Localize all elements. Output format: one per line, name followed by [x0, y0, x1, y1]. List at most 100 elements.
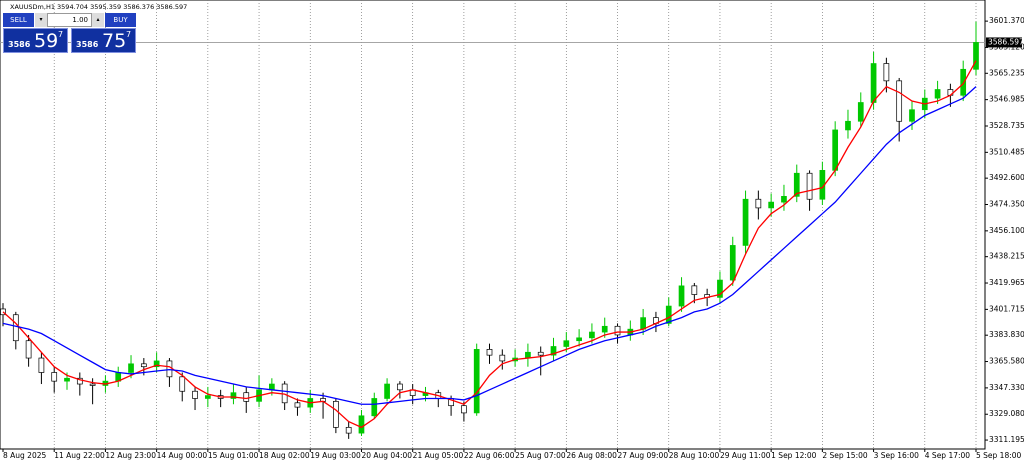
candle-body [601, 325, 608, 333]
candle-body [371, 398, 378, 417]
candle-body [486, 349, 493, 356]
y-tick-label: 3419.965 [989, 278, 1024, 287]
candle-body [243, 392, 250, 402]
y-tick-label: 3365.580 [989, 357, 1024, 366]
y-tick-label: 3510.485 [989, 147, 1024, 156]
x-tick-label: 29 Aug 11:00 [720, 451, 771, 460]
buy-button[interactable]: BUY [105, 13, 136, 27]
y-tick-label: 3438.215 [989, 252, 1024, 261]
x-tick-label: 20 Aug 04:00 [361, 451, 412, 460]
candle-body [294, 402, 301, 408]
buy-price[interactable]: 3586 75 7 [71, 28, 136, 53]
candle-body [179, 376, 186, 392]
candle-body [832, 129, 839, 171]
candle-body [857, 102, 864, 122]
candle-body [665, 305, 672, 324]
lot-up[interactable]: ▴ [92, 13, 104, 27]
lot-down[interactable]: ▾ [35, 13, 47, 27]
candle-body [934, 89, 941, 99]
candle-body [781, 195, 787, 203]
x-tick-label: 26 Aug 08:00 [566, 451, 617, 460]
candle-body [38, 357, 45, 373]
x-tick-label: 15 Aug 01:00 [208, 451, 259, 460]
candle-body [691, 285, 698, 295]
candle-body [563, 340, 570, 347]
price-tag [986, 37, 1022, 48]
y-tick-label: 3474.350 [989, 200, 1024, 209]
x-tick-label: 28 Aug 10:00 [669, 451, 720, 460]
candle-body [845, 120, 851, 131]
candle-body [793, 172, 800, 197]
candle-body [140, 363, 147, 368]
y-tick-label: 3546.985 [989, 95, 1024, 104]
candle-body [473, 349, 480, 414]
candle-body [909, 109, 915, 122]
candle-body [768, 201, 775, 209]
y-tick-label: 3347.330 [989, 383, 1024, 392]
y-tick-label: 3456.100 [989, 226, 1024, 235]
sell-button[interactable]: SELL [3, 13, 34, 27]
candle-body [717, 279, 723, 298]
trade-panel: SELL ▾ 1.00 ▴ BUY 3586 59 7 3586 75 7 [3, 13, 136, 53]
candle-body [397, 383, 403, 391]
candle-body [192, 390, 198, 399]
x-tick-label: 14 Aug 00:00 [157, 451, 208, 460]
candle-body [614, 325, 621, 336]
x-tick-label: 27 Aug 09:00 [618, 451, 669, 460]
moving-average [2, 86, 977, 405]
candle-body [742, 198, 749, 246]
candle-body [755, 198, 762, 209]
x-tick-label: 19 Aug 03:00 [310, 451, 361, 460]
candle-body [345, 426, 352, 434]
candle-body [153, 360, 160, 368]
x-tick-label: 21 Aug 05:00 [413, 451, 464, 460]
candle-body [973, 42, 979, 70]
x-tick-label: 2 Sep 15:00 [822, 451, 868, 460]
x-tick-label: 3 Sep 16:00 [874, 451, 920, 460]
y-tick-label: 3329.080 [989, 409, 1024, 418]
y-tick-label: 3565.235 [989, 68, 1024, 77]
x-tick-label: 5 Sep 18:00 [976, 451, 1022, 460]
lot-field[interactable]: 1.00 [47, 13, 92, 27]
candle-body [76, 377, 83, 385]
candle-body [537, 351, 544, 356]
sell-price[interactable]: 3586 59 7 [3, 28, 68, 53]
candle-body [0, 308, 6, 316]
x-tick-label: 1 Sep 12:00 [771, 451, 817, 460]
price-tag-label: 3586.597 [988, 37, 1024, 46]
y-tick-label: 3383.830 [989, 330, 1024, 339]
y-tick-label: 3492.600 [989, 173, 1024, 182]
candle-body [64, 377, 70, 382]
candle-body [204, 395, 211, 399]
x-tick-label: 25 Aug 07:00 [515, 451, 566, 460]
candle-body [25, 340, 32, 359]
plot-frame [0, 0, 986, 450]
y-tick-label: 3401.715 [989, 304, 1024, 313]
candle-body [729, 245, 736, 281]
candle-body [525, 351, 531, 359]
x-tick-label: 18 Aug 02:00 [259, 451, 310, 460]
price-prefix: 3586 [8, 40, 31, 49]
candle-body [883, 63, 890, 82]
candle-body [806, 172, 813, 200]
candle-body [896, 80, 903, 122]
candle-body [128, 363, 134, 373]
y-tick-label: 3528.735 [989, 121, 1024, 130]
candle-body [358, 415, 365, 434]
candle-body [384, 383, 390, 399]
candle-body [678, 285, 685, 307]
x-tick-label: 8 Aug 2025 [3, 451, 46, 460]
candle-body [640, 317, 646, 330]
candle-body [499, 354, 506, 362]
price-sup: 7 [126, 30, 132, 39]
candle-body [89, 383, 96, 386]
price-sup: 7 [58, 30, 64, 39]
candle-body [269, 383, 275, 391]
price-big: 59 [34, 30, 59, 52]
moving-average [2, 60, 977, 429]
candle-body [51, 372, 58, 382]
candle-body [589, 331, 595, 339]
candle-body [166, 360, 173, 378]
